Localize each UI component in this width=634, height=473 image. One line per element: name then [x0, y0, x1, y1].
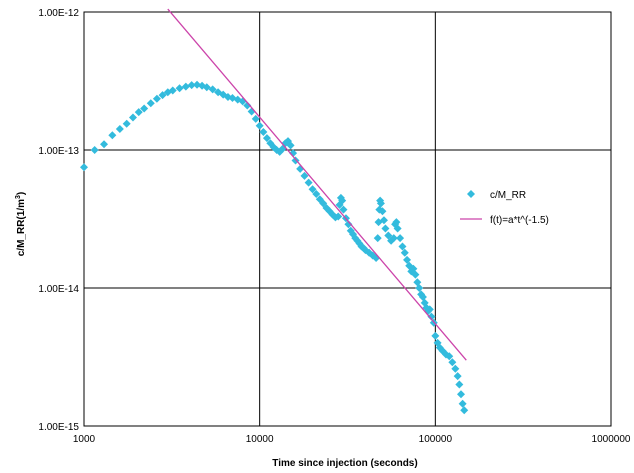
data-point: [398, 242, 407, 251]
x-tick-label: 10000: [246, 434, 274, 445]
data-point: [259, 128, 268, 137]
y-tick-label: 1.00E-15: [38, 422, 79, 433]
y-tick-label: 1.00E-13: [38, 146, 79, 157]
data-point: [152, 94, 161, 103]
legend: c/M_RR f(t)=a*t^(-1.5): [460, 190, 549, 226]
data-point: [202, 83, 211, 92]
tick-labels: 1000 10000 100000 1000000 1.00E-15 1.00E-14 1.…: [38, 8, 630, 445]
data-point: [415, 284, 424, 292]
data-point: [403, 255, 412, 264]
data-point: [187, 81, 196, 90]
data-point: [431, 331, 440, 340]
data-point: [379, 216, 388, 225]
data-point: [448, 358, 457, 367]
data-point: [418, 293, 427, 302]
data-point: [262, 134, 271, 143]
y-tick-label: 1.00E-12: [38, 8, 79, 19]
data-point: [396, 234, 405, 243]
data-point: [392, 218, 401, 227]
data-point: [376, 199, 385, 208]
data-point: [373, 234, 382, 243]
data-point: [108, 131, 117, 140]
fit-line: [167, 8, 467, 361]
data-point: [146, 99, 155, 108]
grid: [83, 11, 612, 427]
data-point: [425, 305, 434, 314]
data-point: [304, 178, 313, 187]
data-point: [128, 113, 137, 122]
data-point: [140, 104, 149, 113]
data-point: [286, 141, 295, 150]
data-point: [251, 114, 260, 123]
data-point: [193, 80, 202, 89]
data-point: [115, 124, 124, 133]
data-point: [308, 185, 317, 194]
data-point: [445, 352, 454, 361]
data-point: [100, 140, 109, 149]
data-point: [411, 270, 420, 279]
x-axis-title: Time since injection (seconds): [272, 458, 417, 469]
data-point: [80, 163, 88, 172]
data-point: [208, 85, 217, 94]
y-axis-title-close: ): [16, 192, 27, 195]
plot-area: [80, 8, 469, 415]
data-point: [312, 189, 321, 198]
legend-label-series-2: f(t)=a*t^(-1.5): [490, 215, 549, 226]
y-tick-label: 1.00E-14: [38, 284, 79, 295]
data-point: [457, 390, 466, 399]
data-point: [451, 364, 460, 373]
data-point: [334, 212, 343, 221]
x-tick-label: 100000: [419, 434, 453, 445]
data-point: [455, 380, 464, 389]
data-point: [168, 86, 177, 95]
data-point: [300, 171, 309, 180]
data-point: [381, 224, 390, 233]
data-point: [90, 146, 99, 154]
data-point: [400, 248, 409, 257]
plot-border: [83, 11, 612, 427]
data-point: [134, 108, 143, 117]
data-point: [181, 82, 190, 91]
x-tick-label: 1000: [73, 434, 96, 445]
y-axis-title: c/M_RR(1/m3): [15, 192, 27, 257]
data-point: [453, 372, 462, 381]
data-point: [393, 224, 402, 233]
legend-marker-diamond: [467, 190, 475, 198]
data-point: [460, 406, 469, 415]
data-point: [122, 119, 131, 128]
data-point: [339, 205, 348, 214]
y-axis-title-main: c/M_RR(1/m: [16, 199, 27, 256]
data-point: [255, 121, 264, 130]
data-point: [243, 101, 252, 110]
data-point: [458, 399, 467, 408]
x-tick-label: 1000000: [592, 434, 631, 445]
y-axis-title-superscript: 3: [15, 195, 22, 199]
data-point: [389, 234, 398, 243]
data-point: [378, 207, 387, 216]
data-point: [158, 91, 167, 100]
data-point: [344, 220, 353, 229]
legend-label-series-1: c/M_RR: [490, 190, 526, 201]
data-point: [338, 196, 347, 205]
data-point: [427, 312, 436, 321]
data-point: [175, 84, 184, 93]
